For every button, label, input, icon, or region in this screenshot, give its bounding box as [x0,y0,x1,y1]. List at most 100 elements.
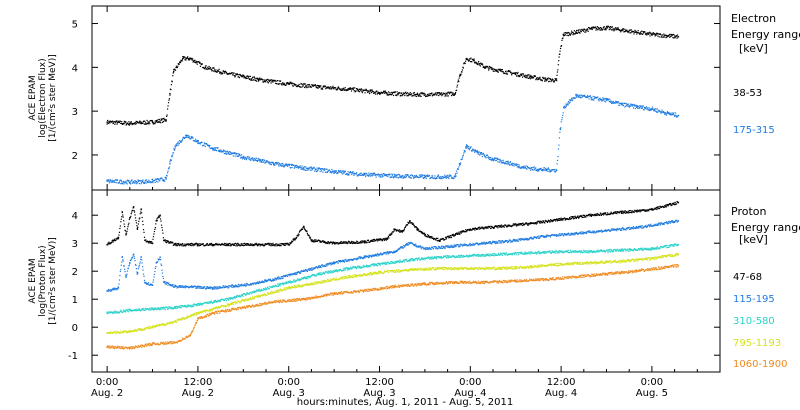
data-point [297,234,299,236]
data-point [306,86,308,88]
data-point [404,226,406,228]
data-point [541,80,543,82]
data-point [227,243,229,246]
data-point [643,32,645,34]
data-point [209,286,211,288]
data-point [178,284,180,287]
data-point [208,146,210,148]
data-point [413,175,416,177]
data-point [270,79,273,81]
data-point [169,92,171,95]
data-point [232,285,234,287]
data-point [462,230,464,232]
data-point [240,74,242,77]
data-point [195,287,197,289]
data-point [326,263,328,265]
data-point [381,239,384,241]
data-point [584,95,586,97]
data-point [519,239,521,241]
data-point [556,159,559,162]
data-point [166,115,168,117]
data-point [286,165,289,167]
data-point [322,88,324,90]
data-point [625,212,627,214]
data-point [656,111,658,113]
data-point [447,95,449,97]
y-axis-label-line: ACE EPAM [28,75,38,120]
data-point [377,253,379,256]
data-point [192,58,194,60]
data-point [394,173,396,175]
data-point [173,148,175,150]
data-point [285,163,287,165]
data-point [128,121,130,123]
data-point [571,100,573,102]
data-point [244,244,246,246]
data-point [246,244,248,246]
data-point [561,117,563,119]
data-point [638,107,640,110]
data-point [206,143,208,146]
data-point [494,226,496,228]
data-point [175,145,178,147]
data-point [129,122,131,125]
data-point [352,171,354,173]
data-point [669,33,671,36]
data-point [139,120,141,122]
data-point [627,212,629,214]
data-point [489,242,491,244]
data-point [337,262,339,264]
data-point [537,237,539,239]
data-point [453,245,455,247]
data-point [214,149,216,151]
data-point [557,148,560,150]
data-point [575,95,577,97]
data-point [211,286,213,289]
data-point [359,172,361,174]
data-point [392,173,394,175]
data-point [175,65,178,67]
data-point [284,243,286,245]
data-point [426,247,428,249]
data-point [511,240,513,242]
data-point [403,176,405,179]
data-point [437,175,439,177]
data-point [221,71,223,74]
data-point [552,80,554,82]
data-point [217,244,219,246]
data-point [272,163,275,165]
data-point [255,157,258,159]
data-point [444,247,446,249]
data-point [579,29,581,31]
data-point [176,287,179,289]
data-point [385,251,387,253]
data-point [649,35,651,37]
data-point [106,243,108,246]
data-point [119,274,121,277]
data-point [375,174,377,176]
data-point [661,34,664,36]
data-point [281,243,283,245]
data-point [310,86,312,88]
data-point [235,73,237,75]
data-point [113,289,115,291]
data-point [239,155,241,157]
data-point [458,233,460,235]
data-point [513,239,515,241]
data-point [521,237,523,240]
data-point [389,251,391,253]
data-point [143,279,146,282]
data-point [273,163,276,166]
data-point [529,75,531,77]
data-point [512,238,515,240]
data-point [502,159,504,161]
data-point [413,94,415,96]
data-point [245,243,247,245]
data-point [641,105,643,107]
data-point [141,259,143,261]
data-point [632,105,634,107]
data-point [362,241,365,243]
data-point [274,164,276,166]
data-point [359,242,361,244]
data-point [556,220,559,222]
